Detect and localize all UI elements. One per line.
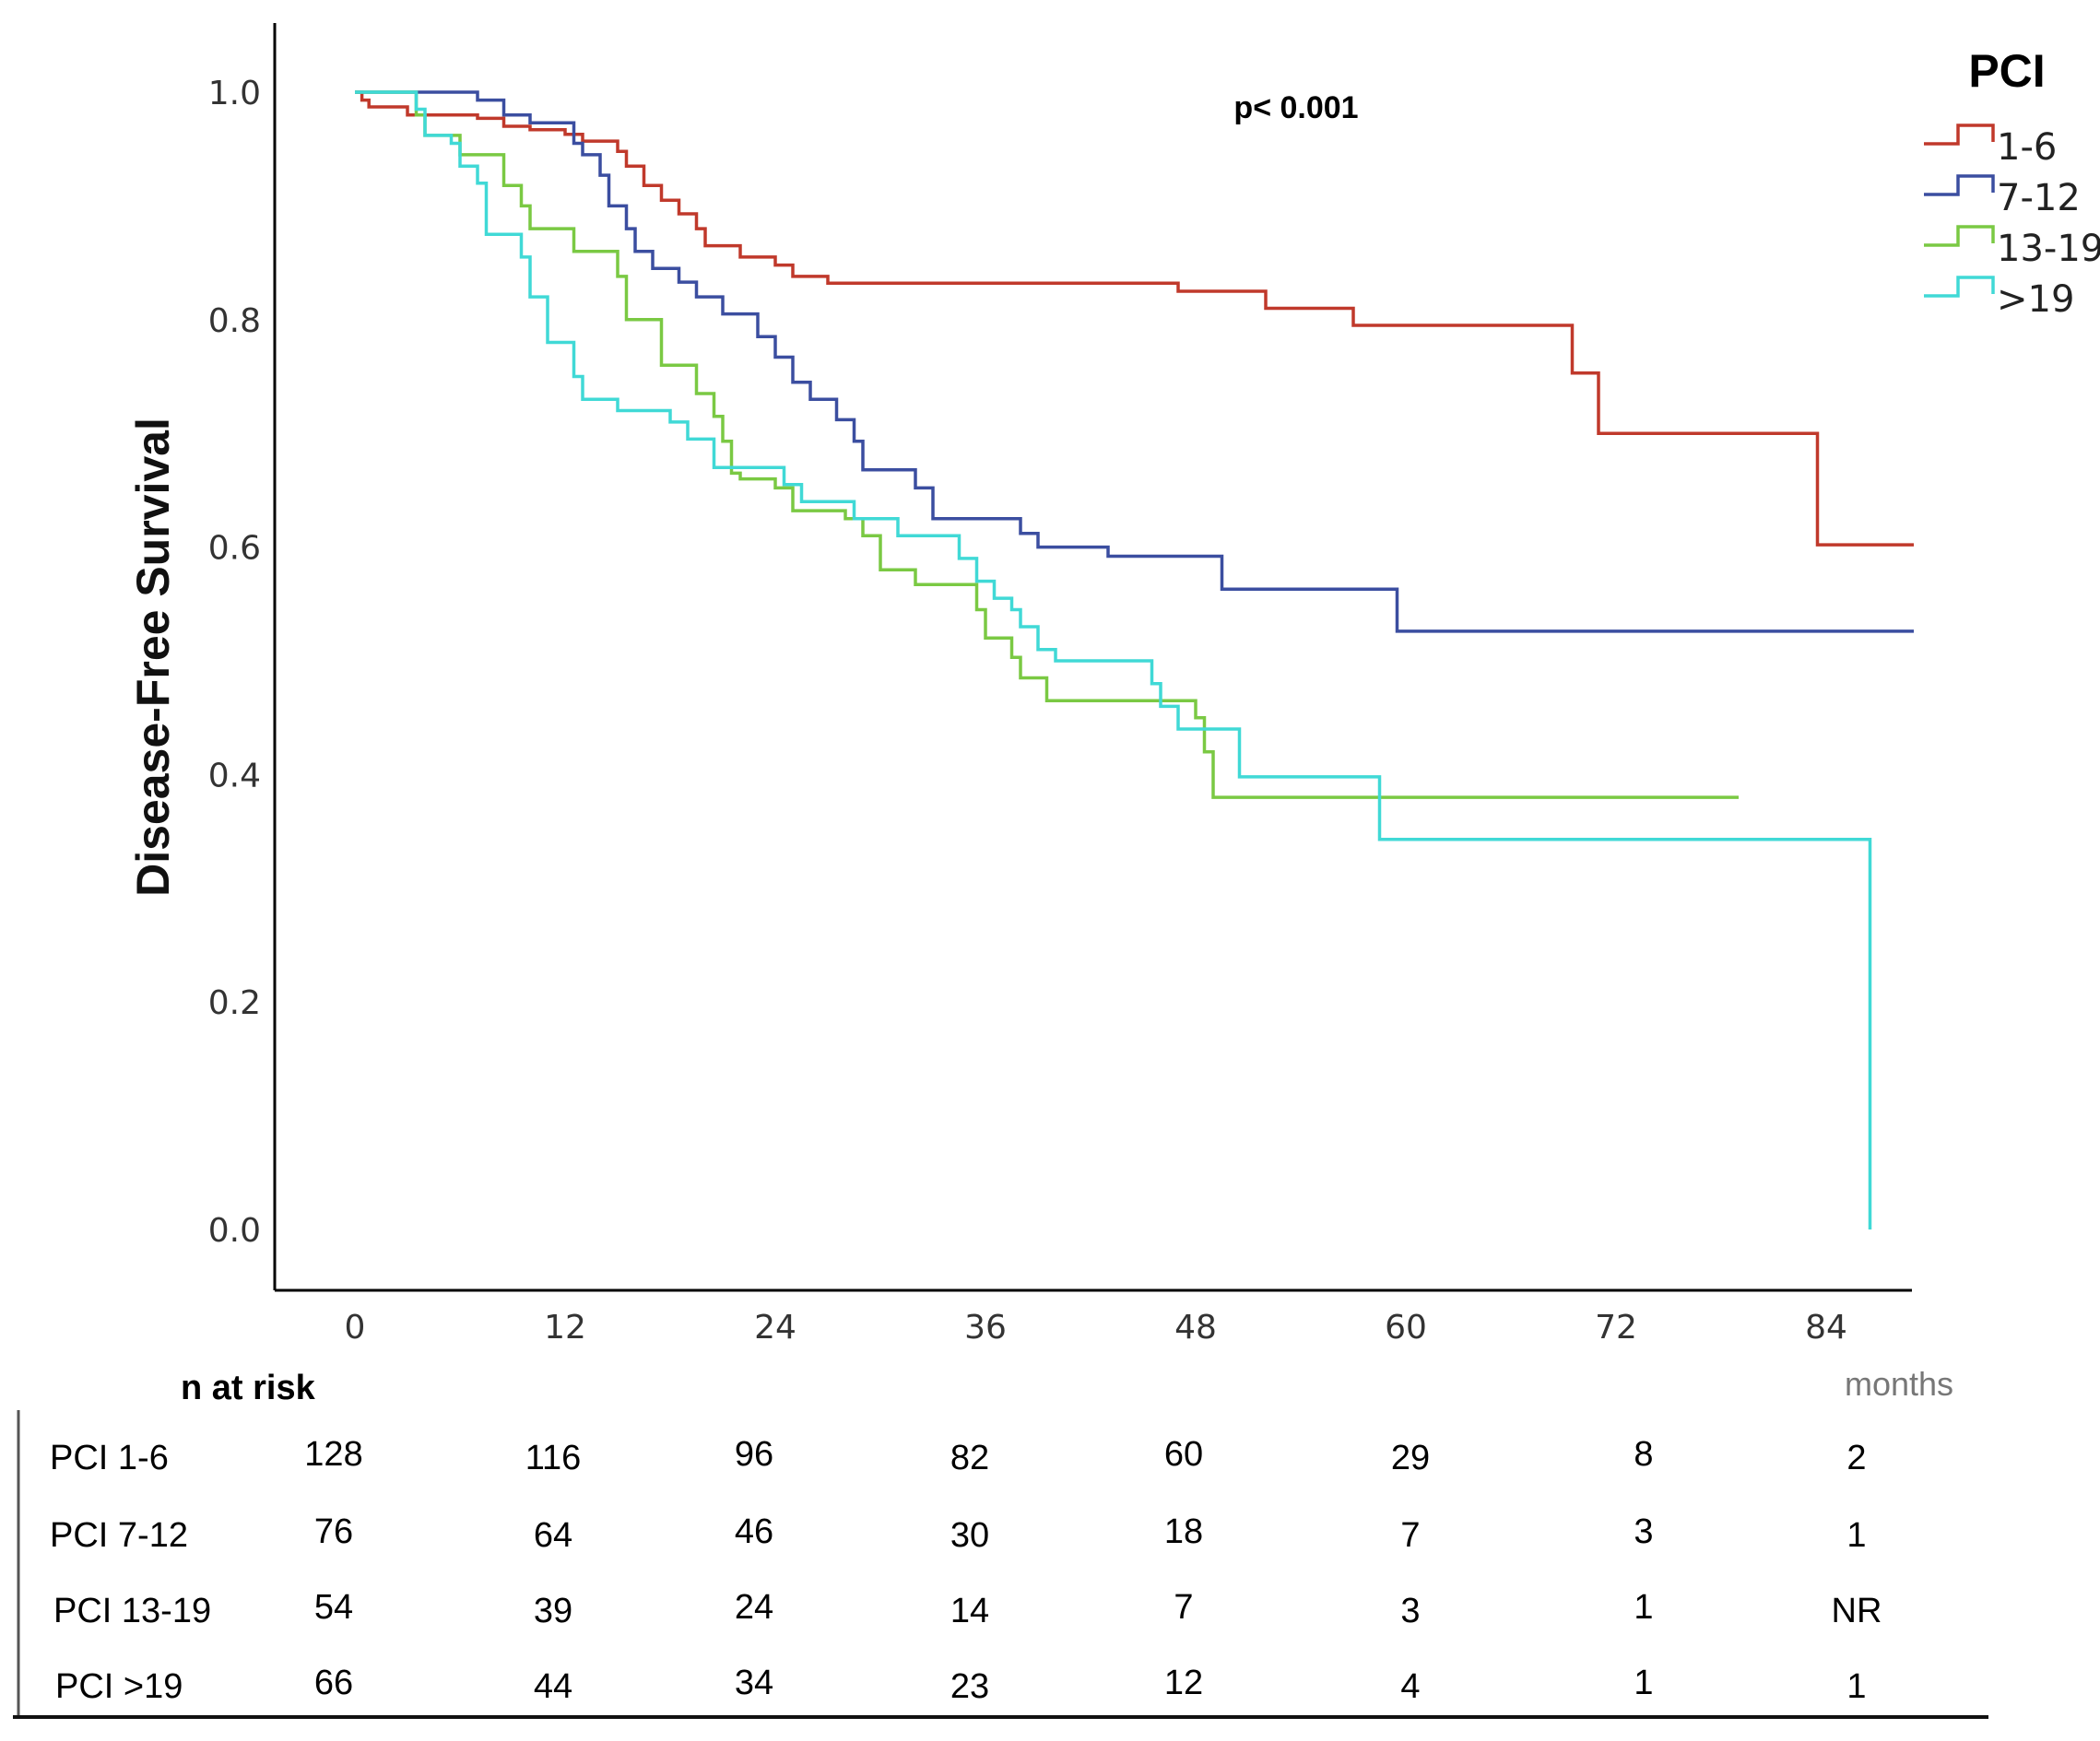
x-tick-label: 72 <box>1595 1309 1637 1347</box>
risk-value: 8 <box>1634 1435 1653 1474</box>
risk-value: 116 <box>525 1439 582 1477</box>
legend-title: PCI <box>1968 45 2045 97</box>
y-tick-label: 0.2 <box>208 984 261 1022</box>
risk-value: 64 <box>534 1516 572 1555</box>
series-line-7-12 <box>355 90 1914 633</box>
legend-swatch <box>1924 174 1995 196</box>
legend-swatch <box>1924 124 1995 146</box>
risk-value: 34 <box>735 1664 773 1702</box>
risk-value: 66 <box>314 1664 353 1702</box>
risk-value: 76 <box>314 1512 353 1551</box>
y-axis-ticks: 0.0 0.2 0.4 0.6 0.8 1.0 <box>208 75 261 1250</box>
risk-value: 23 <box>950 1667 989 1706</box>
risk-value: 44 <box>534 1667 572 1706</box>
legend-item-label: 13-19 <box>1997 228 2100 270</box>
series-line-1-6 <box>355 90 1914 547</box>
risk-value: 3 <box>1400 1592 1420 1630</box>
y-tick-label: 1.0 <box>208 75 261 112</box>
survival-curves <box>355 90 1914 1229</box>
y-tick-label: 0.6 <box>208 530 261 568</box>
risk-value: 4 <box>1400 1667 1420 1706</box>
risk-value: 39 <box>534 1592 572 1630</box>
risk-value: 54 <box>314 1588 353 1627</box>
x-axis-ticks: 0 12 24 36 48 60 72 84 <box>345 1309 1847 1347</box>
risk-value: 14 <box>950 1592 989 1630</box>
risk-value: 1 <box>1634 1664 1653 1702</box>
risk-value: 46 <box>735 1512 773 1551</box>
risk-value: 60 <box>1164 1435 1203 1474</box>
x-tick-label: 0 <box>345 1309 366 1347</box>
y-axis-label: Disease-Free Survival <box>127 418 179 897</box>
risk-value: 30 <box>950 1516 989 1555</box>
risk-row-label: PCI 7-12 <box>50 1516 188 1555</box>
risk-value: NR <box>1832 1592 1882 1630</box>
risk-value: 2 <box>1846 1439 1866 1477</box>
x-tick-label: 60 <box>1385 1309 1427 1347</box>
y-tick-label: 0.4 <box>208 757 261 794</box>
risk-value: 7 <box>1174 1588 1193 1627</box>
legend: 1-6 7-12 13-19 >19 <box>1924 124 2100 321</box>
risk-value: 18 <box>1164 1512 1203 1551</box>
risk-value: 96 <box>735 1435 773 1474</box>
p-value-annotation: p< 0.001 <box>1233 90 1358 125</box>
legend-item-label: 7-12 <box>1997 177 2081 219</box>
legend-swatch <box>1924 225 1995 247</box>
y-tick-label: 0.0 <box>208 1212 261 1250</box>
risk-value: 82 <box>950 1439 989 1477</box>
x-tick-label: 84 <box>1805 1309 1847 1347</box>
risk-value: 128 <box>304 1435 362 1474</box>
x-unit-label: months <box>1845 1365 1953 1403</box>
risk-row-label: PCI 13-19 <box>53 1592 211 1630</box>
risk-value: 1 <box>1846 1516 1866 1555</box>
risk-value: 12 <box>1164 1664 1203 1702</box>
risk-value: 1 <box>1634 1588 1653 1627</box>
risk-value: 24 <box>735 1588 773 1627</box>
risk-value: 3 <box>1634 1512 1653 1551</box>
series-line--19 <box>355 90 1872 1229</box>
risk-value: 1 <box>1846 1667 1866 1706</box>
y-tick-label: 0.8 <box>208 302 261 340</box>
legend-item-label: 1-6 <box>1997 126 2057 169</box>
risk-value: 7 <box>1400 1516 1420 1555</box>
risk-table-header: n at risk <box>181 1369 316 1407</box>
legend-item-label: >19 <box>1997 278 2074 321</box>
x-tick-label: 24 <box>754 1309 796 1347</box>
x-tick-label: 48 <box>1174 1309 1217 1347</box>
legend-swatch <box>1924 276 1995 298</box>
risk-row-label: PCI 1-6 <box>50 1439 169 1477</box>
risk-value: 29 <box>1391 1439 1430 1477</box>
risk-row-label: PCI >19 <box>55 1667 183 1706</box>
x-tick-label: 12 <box>544 1309 586 1347</box>
x-tick-label: 36 <box>964 1309 1007 1347</box>
series-line-13-19 <box>355 90 1739 799</box>
